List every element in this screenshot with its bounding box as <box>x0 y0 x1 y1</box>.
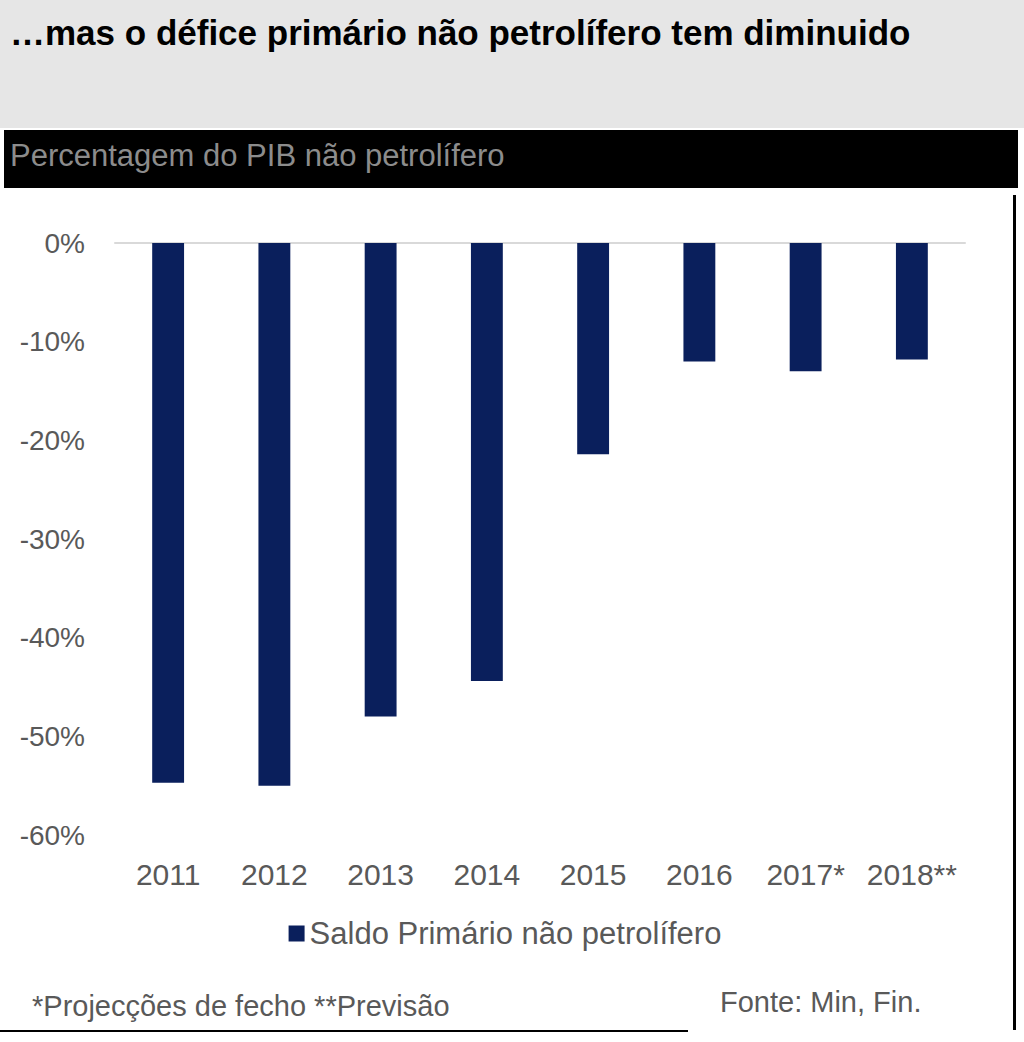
svg-text:2012: 2012 <box>241 858 308 891</box>
svg-text:-10%: -10% <box>20 326 85 357</box>
svg-text:Saldo Primário não petrolífero: Saldo Primário não petrolífero <box>310 916 722 951</box>
svg-text:0%: 0% <box>45 228 85 259</box>
svg-text:-30%: -30% <box>20 524 85 555</box>
svg-text:2017*: 2017* <box>766 858 845 891</box>
svg-text:2015: 2015 <box>560 858 627 891</box>
svg-text:-40%: -40% <box>20 622 85 653</box>
html-text:*Projecções de fecho **Previsã: *Projecções de fecho **Previsão <box>32 990 450 1022</box>
svg-text:-20%: -20% <box>20 425 85 456</box>
html-text:…mas o défice primário não pet: …mas o défice primário não petrolífero t… <box>10 13 911 52</box>
svg-text:2014: 2014 <box>454 858 521 891</box>
svg-text:-50%: -50% <box>20 721 85 752</box>
html-text:Percentagem do PIB não petrolí: Percentagem do PIB não petrolífero <box>10 138 505 173</box>
svg-text:2011: 2011 <box>136 858 201 891</box>
svg-text:2013: 2013 <box>347 858 414 891</box>
html-text:Fonte: Min, Fin.: Fonte: Min, Fin. <box>720 986 922 1018</box>
svg-text:-60%: -60% <box>20 820 85 851</box>
svg-text:2018**: 2018** <box>867 858 957 891</box>
svg-text:2016: 2016 <box>666 858 733 891</box>
